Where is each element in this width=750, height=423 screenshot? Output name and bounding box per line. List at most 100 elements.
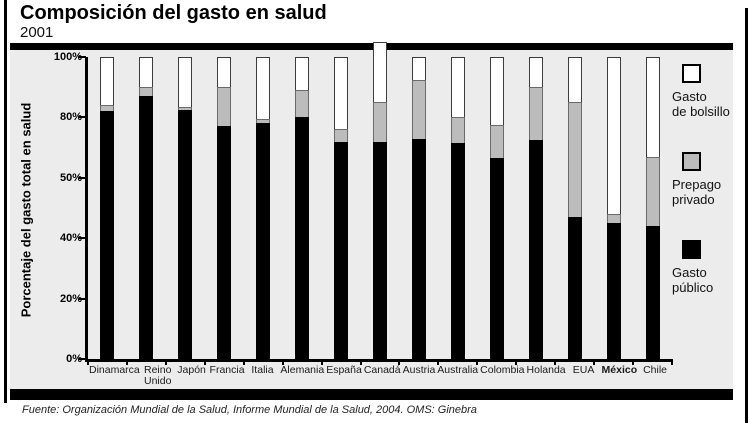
x-axis-label: Japón (177, 364, 206, 376)
bar-segment-publico (100, 111, 115, 359)
bar-segment-bolsillo (528, 57, 543, 88)
bar-segment-bolsillo (489, 57, 504, 125)
bar-slot (594, 57, 633, 359)
x-tick-mark (164, 359, 167, 365)
y-tick-label: 0% (66, 353, 82, 365)
bar-segment-prepago (139, 87, 154, 97)
x-tick-mark (203, 359, 206, 365)
y-tick-mark (79, 297, 86, 300)
x-tick-mark (359, 359, 362, 365)
bar-segment-prepago (100, 105, 115, 112)
bar-segment-publico (489, 158, 504, 359)
stacked-bar (373, 41, 388, 359)
bar-segment-publico (217, 126, 232, 359)
bar-segment-bolsillo (450, 57, 465, 118)
prepago-privado-swatch-icon (682, 152, 701, 171)
bar-segment-prepago (489, 124, 504, 159)
x-axis-label: Alemania (280, 364, 325, 376)
legend-item-prepago-privado: Prepago privado (672, 152, 721, 207)
x-axis-label: Italia (251, 364, 274, 376)
x-axis-label: Holanda (526, 364, 566, 376)
x-axis-label: Austria (402, 364, 436, 376)
bar-segment-publico (411, 138, 426, 359)
bar-segment-prepago (373, 102, 388, 142)
x-axis-label: Francia (209, 364, 245, 376)
x-tick-mark (476, 359, 479, 365)
legend-item-gasto-bolsillo: Gasto de bolsillo (672, 64, 730, 119)
x-tick-mark (632, 359, 635, 365)
gasto-bolsillo-swatch-icon (682, 64, 701, 83)
bar-segment-publico (645, 226, 660, 359)
x-axis-label: Colombia (480, 364, 525, 376)
bar-segment-bolsillo (139, 57, 154, 88)
x-axis-label: México (601, 364, 638, 376)
bar-segment-publico (528, 140, 543, 359)
legend-label-line: público (672, 279, 714, 295)
bar-segment-prepago (256, 118, 271, 124)
legend-label-line: Prepago (672, 177, 722, 192)
bar-slot (322, 57, 361, 359)
source-note: Fuente: Organización Mundial de la Salud… (22, 404, 477, 416)
x-tick-mark (281, 359, 284, 365)
stacked-bar (334, 57, 349, 359)
x-tick-mark (593, 359, 596, 365)
x-axis-label: Canadá (363, 364, 401, 376)
stacked-bar (606, 57, 621, 359)
bar-slot (283, 57, 322, 359)
bar-segment-prepago (411, 79, 426, 139)
bar-slot (205, 57, 244, 359)
legend-label-line: Gasto (672, 89, 707, 104)
bar-slot (400, 57, 439, 359)
bar-segment-publico (178, 109, 193, 359)
y-tick-mark (79, 237, 86, 240)
stacked-bar (295, 57, 310, 359)
x-tick-mark (320, 359, 323, 365)
stacked-bar (450, 57, 465, 359)
bar-segment-prepago (528, 87, 543, 141)
bar-segment-prepago (645, 156, 660, 227)
y-axis-title: Porcentaje del gasto total en salud (18, 102, 34, 318)
stacked-bar (567, 57, 582, 359)
y-tick-mark (79, 116, 86, 119)
page-subtitle: 2001 (20, 24, 54, 41)
y-tick-label: 40% (59, 232, 82, 245)
stacked-bar (217, 57, 232, 359)
bar-segment-publico (373, 141, 388, 359)
stacked-bar (256, 57, 271, 359)
bar-segment-publico (139, 96, 154, 359)
y-tick-mark (79, 358, 86, 360)
right-column-rule (745, 8, 748, 423)
legend-label-line: de bolsillo (672, 103, 730, 119)
bar-segment-prepago (450, 117, 465, 144)
stacked-bar (411, 57, 426, 359)
bar-slot (244, 57, 283, 359)
bar-segment-prepago (334, 129, 349, 142)
y-tick-label: 50% (59, 171, 82, 184)
bar-slot (361, 41, 400, 359)
bar-segment-publico (256, 123, 271, 359)
bar-segment-bolsillo (373, 41, 388, 103)
y-tick-label: 80% (59, 111, 82, 124)
bar-segment-bolsillo (100, 57, 115, 106)
bar-slot (477, 57, 516, 359)
legend-label-line: Gasto (672, 265, 707, 280)
stacked-bar (489, 57, 504, 359)
bottom-divider-bar (10, 389, 733, 400)
bar-slot (633, 57, 672, 359)
legend-label-line: privado (672, 191, 715, 207)
x-axis-label: EUA (572, 364, 595, 376)
bar-segment-bolsillo (256, 57, 271, 119)
x-tick-mark (515, 359, 518, 365)
x-axis-label: Chile (643, 364, 668, 376)
bar-segment-bolsillo (295, 57, 310, 91)
bar-slot (555, 57, 594, 359)
x-tick-mark (398, 359, 401, 365)
bar-segment-bolsillo (334, 57, 349, 130)
bar-segment-bolsillo (645, 57, 660, 157)
bar-slot (438, 57, 477, 359)
bar-segment-publico (334, 141, 349, 359)
bar-segment-publico (567, 217, 582, 359)
bar-segment-bolsillo (411, 57, 426, 80)
page-title: Composición del gasto en salud (20, 2, 327, 24)
